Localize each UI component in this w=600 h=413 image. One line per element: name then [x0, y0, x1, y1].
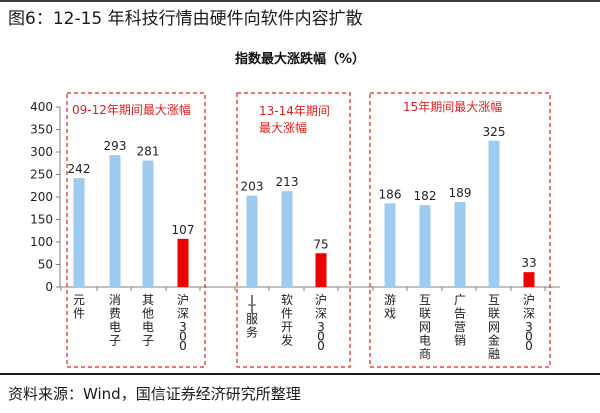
- category-label: 沪深 3 0 0: [523, 293, 535, 353]
- bar-value-label: 242: [68, 162, 91, 176]
- bar-value-label: 182: [414, 189, 437, 203]
- group-frame: [236, 92, 351, 368]
- bar-value-label: 186: [379, 187, 402, 201]
- y-tick-label: 0: [45, 280, 53, 294]
- bar-value-label: 189: [449, 186, 472, 200]
- y-tick-label: 300: [30, 145, 53, 159]
- top-rule: [0, 0, 600, 2]
- category-label: I T 服务: [246, 293, 258, 340]
- bar: [73, 178, 85, 287]
- category-label: 沪深 3 0 0: [177, 293, 189, 353]
- bar: [177, 238, 189, 287]
- y-tick-label: 50: [38, 258, 53, 272]
- bar-value-label: 107: [172, 223, 195, 237]
- bar-value-label: 75: [313, 237, 328, 251]
- category-label: 元件: [73, 293, 85, 321]
- bar: [419, 205, 431, 287]
- bottom-rule: [0, 373, 600, 375]
- bar: [523, 272, 535, 287]
- source-note: 资料来源：Wind，国信证券经济研究所整理: [8, 385, 301, 403]
- category-label: 软件开发: [281, 293, 293, 348]
- category-label: 互联网金融: [488, 293, 500, 361]
- group-label: 15年期间最大涨幅: [403, 99, 502, 114]
- group-label: 09-12年期间最大涨幅: [72, 102, 191, 117]
- category-label: 互联网电商: [419, 293, 431, 361]
- y-tick-label: 250: [30, 168, 53, 182]
- bar: [488, 140, 500, 287]
- bar-value-label: 213: [276, 175, 299, 189]
- y-tick-label: 350: [30, 123, 53, 137]
- bar: [109, 155, 121, 287]
- y-tick-label: 200: [30, 190, 53, 204]
- y-tick-label: 400: [30, 100, 53, 114]
- bar-value-label: 281: [137, 145, 160, 159]
- bar-value-label: 325: [483, 125, 506, 139]
- bar: [281, 191, 293, 287]
- category-label: 沪深 3 0 0: [315, 293, 327, 353]
- group-frame: [369, 92, 551, 368]
- category-label: 消费电子: [109, 293, 121, 348]
- category-label: 其他电子: [142, 293, 154, 348]
- category-label: 游戏: [384, 293, 396, 321]
- bar: [246, 195, 258, 287]
- bar: [384, 203, 396, 287]
- bar: [142, 160, 154, 287]
- figure-title: 图6：12-15 年科技行情由硬件向软件内容扩散: [8, 9, 363, 29]
- category-label: 广告营销: [454, 293, 466, 348]
- group-label: 13-14年期间最大涨幅: [259, 104, 330, 135]
- group-frame: [66, 92, 206, 368]
- bar: [454, 201, 466, 287]
- bar: [315, 253, 327, 287]
- bar-value-label: 293: [104, 139, 127, 153]
- y-tick-label: 100: [30, 235, 53, 249]
- bar-value-label: 203: [241, 180, 264, 194]
- y-tick-label: 150: [30, 213, 53, 227]
- chart-title: 指数最大涨跌幅（%）: [234, 52, 366, 67]
- bar-value-label: 33: [521, 256, 536, 270]
